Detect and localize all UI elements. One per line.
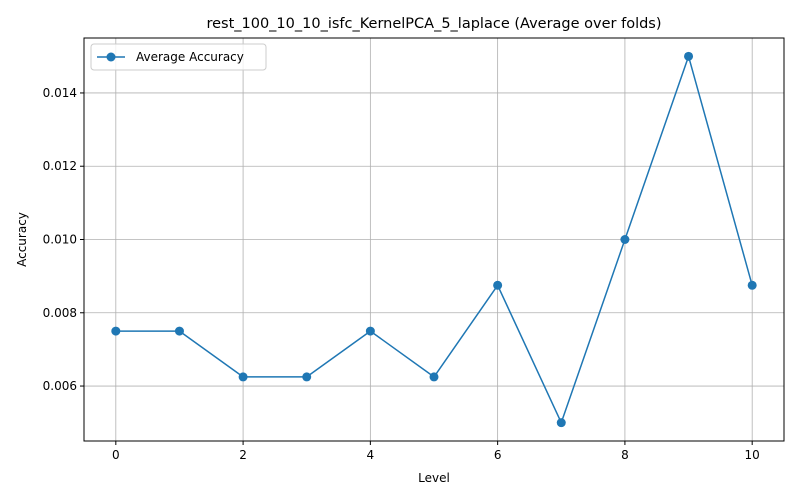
legend-box — [90, 43, 267, 71]
data-point — [174, 326, 184, 336]
legend: Average Accuracy — [90, 43, 267, 71]
legend-marker-swatch — [106, 52, 116, 62]
legend-label: Average Accuracy — [136, 50, 244, 64]
y-tick-label: 0.008 — [43, 306, 77, 320]
y-tick-label: 0.006 — [43, 379, 77, 393]
data-point — [556, 418, 566, 428]
x-tick-label: 6 — [494, 448, 502, 462]
series-layer — [111, 51, 757, 428]
data-point — [365, 326, 375, 336]
x-axis-label: Level — [418, 471, 450, 485]
x-tick-label: 2 — [239, 448, 247, 462]
data-point — [302, 372, 312, 382]
y-tick-label: 0.014 — [43, 86, 77, 100]
chart-title: rest_100_10_10_isfc_KernelPCA_5_laplace … — [206, 16, 661, 32]
y-axis-label: Accuracy — [15, 212, 29, 267]
data-point — [493, 280, 503, 290]
y-tick-label: 0.010 — [43, 233, 77, 247]
axis-ticks: 0 2 4 6 8 10 0.006 0.008 0.010 0.012 0.014 — [43, 86, 760, 462]
x-tick-label: 10 — [745, 448, 760, 462]
x-tick-label: 4 — [367, 448, 375, 462]
x-tick-label: 0 — [112, 448, 120, 462]
data-point — [684, 51, 694, 61]
data-point — [747, 280, 757, 290]
y-tick-label: 0.012 — [43, 159, 77, 173]
data-point — [111, 326, 121, 336]
data-point — [620, 235, 630, 244]
data-point — [429, 372, 439, 382]
x-tick-label: 8 — [621, 448, 629, 462]
data-point — [238, 372, 248, 382]
